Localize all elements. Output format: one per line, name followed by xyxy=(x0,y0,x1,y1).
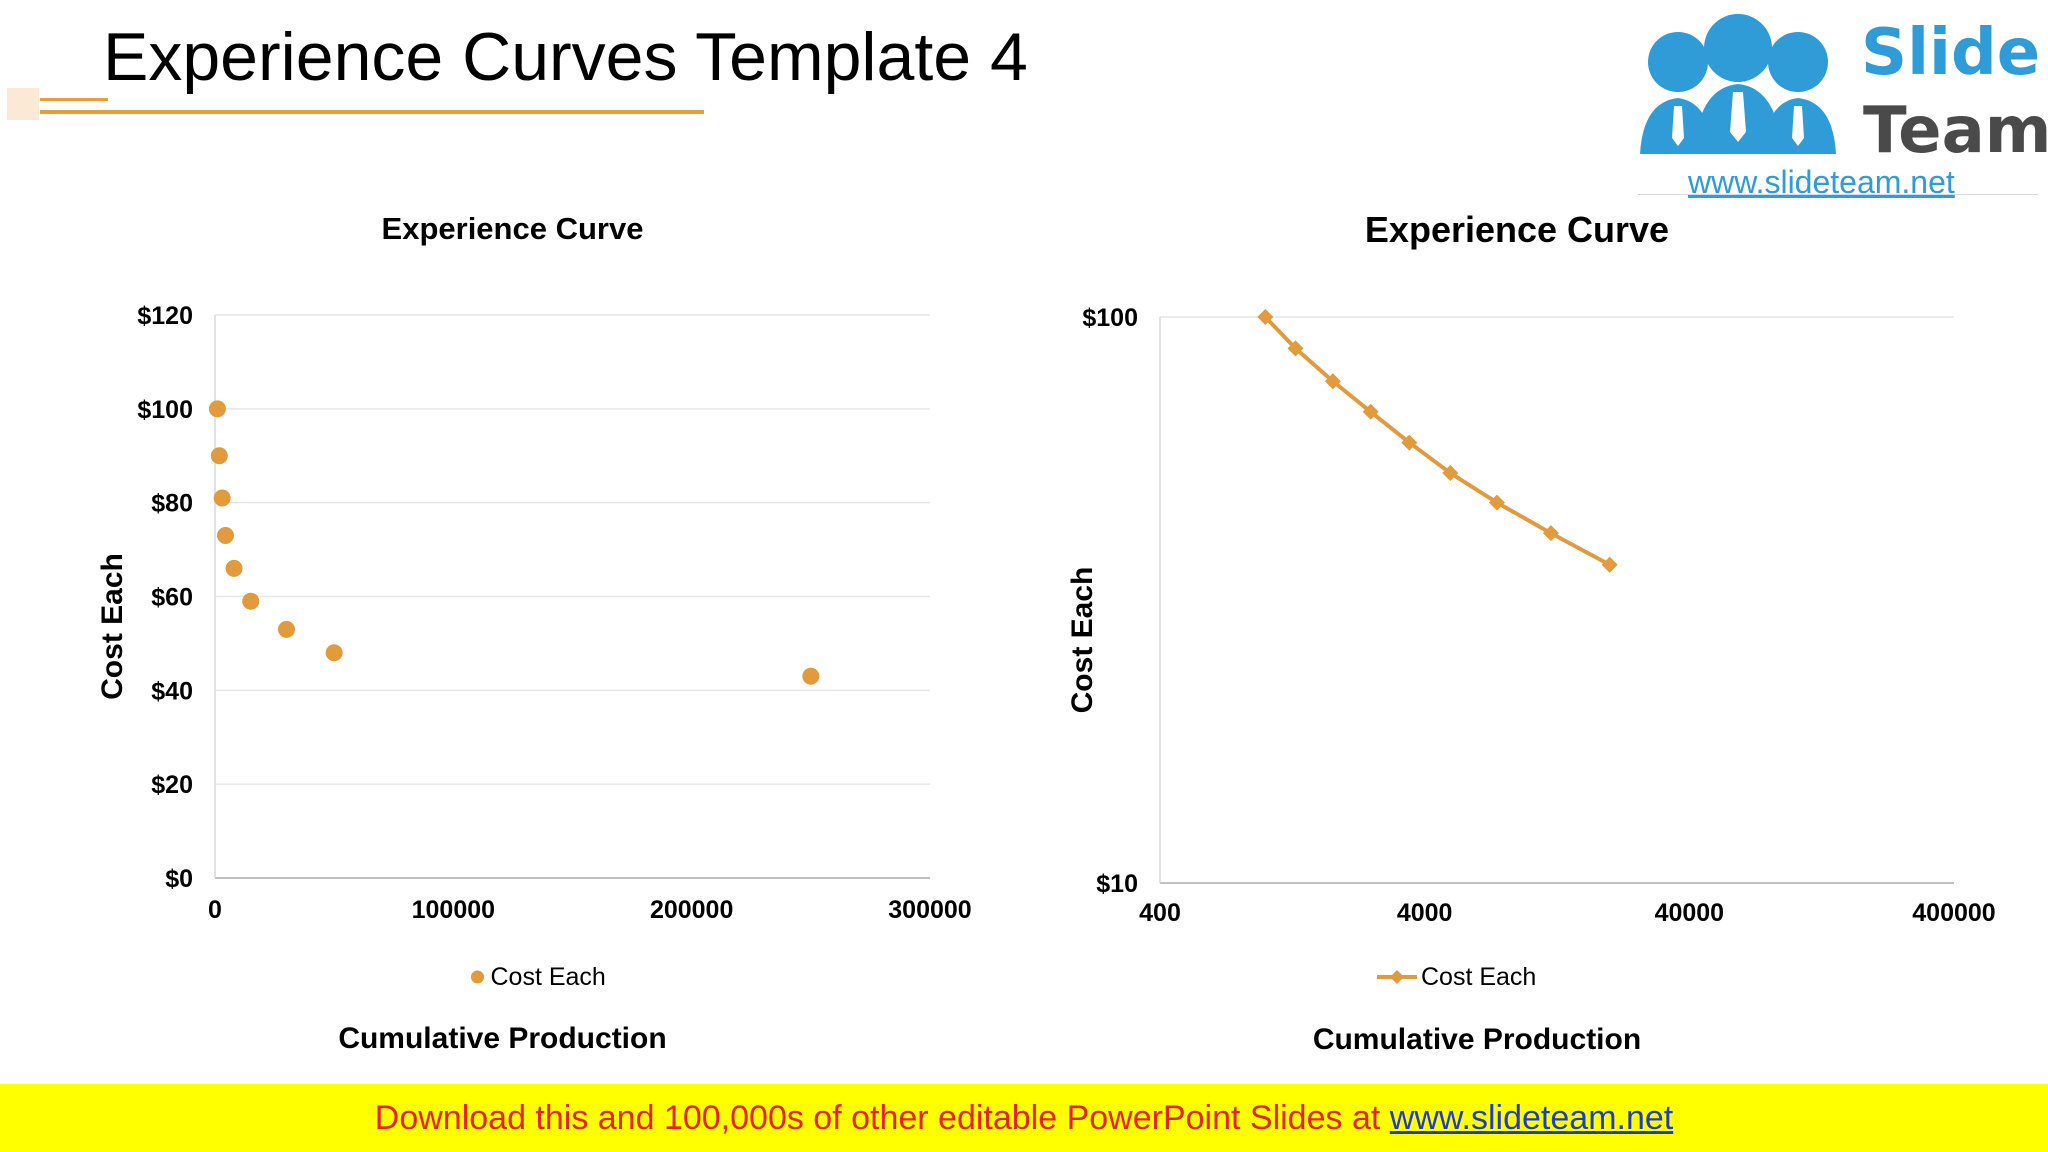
data-point-marker xyxy=(1257,309,1274,325)
y-tick-label: $20 xyxy=(151,771,193,799)
data-point xyxy=(802,667,820,685)
data-point-marker xyxy=(1362,403,1379,420)
title-accent-square xyxy=(7,88,39,120)
legend-marker-swatch xyxy=(1390,970,1404,984)
scatter-chart-panel: Experience Curve $0 $20 $40 $60 $80 $100 $120 0 1… xyxy=(80,195,1070,1085)
x-tick-label: 300000 xyxy=(888,896,971,924)
y-tick-label: $0 xyxy=(165,865,193,893)
x-tick-label: 400000 xyxy=(1912,899,1995,927)
y-tick-label: $80 xyxy=(151,490,193,518)
slideteam-logo: Slide Team www.slideteam.net xyxy=(1638,6,2048,200)
data-point-marker xyxy=(1442,465,1459,482)
x-tick-label: 100000 xyxy=(412,896,495,924)
x-axis-label: Cumulative Production xyxy=(338,1022,666,1055)
logo-word-slide: Slide xyxy=(1861,16,2041,90)
title-underline xyxy=(40,110,704,114)
y-tick-label: $40 xyxy=(151,677,193,705)
log-line-chart: Experience Curve $10 $100 400 4000 40000 40000… xyxy=(1066,209,1996,1056)
line-chart-panel: Experience Curve $10 $100 400 4000 40000 40000… xyxy=(1040,195,2030,1085)
data-point xyxy=(213,489,231,507)
y-axis-label: Cost Each xyxy=(96,553,129,700)
footer-link[interactable]: www.slideteam.net xyxy=(1389,1099,1674,1137)
legend-marker-swatch xyxy=(471,970,484,984)
y-tick-label: $60 xyxy=(151,584,193,612)
data-point xyxy=(325,644,343,662)
y-tick-label: $100 xyxy=(1082,304,1138,332)
slide-title: Experience Curves Template 4 xyxy=(103,19,1028,95)
people-icon xyxy=(1640,14,1836,154)
data-point xyxy=(210,447,228,465)
x-tick-label: 400 xyxy=(1139,899,1181,927)
title-accent-rule-short xyxy=(40,98,108,101)
data-point xyxy=(225,559,243,577)
y-tick-label: $10 xyxy=(1096,870,1138,898)
x-tick-label: 40000 xyxy=(1655,899,1725,927)
data-point xyxy=(216,527,234,545)
legend-label: Cost Each xyxy=(1421,963,1536,991)
x-axis-label: Cumulative Production xyxy=(1313,1023,1641,1056)
logo-word-team: Team xyxy=(1863,94,2048,168)
chart-title: Experience Curve xyxy=(1365,209,1669,250)
chart-title: Experience Curve xyxy=(382,211,644,246)
data-point-marker xyxy=(1601,556,1618,573)
data-point xyxy=(208,400,226,418)
footer-banner: Download this and 100,000s of other edit… xyxy=(0,1084,2048,1152)
data-point xyxy=(278,620,295,638)
data-point-marker xyxy=(1401,434,1418,451)
footer-text: Download this and 100,000s of other edit… xyxy=(374,1099,1381,1137)
data-point-marker xyxy=(1324,373,1341,390)
data-point-marker xyxy=(1287,340,1304,357)
x-tick-label: 4000 xyxy=(1397,899,1453,927)
logo-divider xyxy=(1638,194,2038,195)
series-line xyxy=(1263,315,1611,567)
y-axis-label: Cost Each xyxy=(1066,567,1099,714)
x-tick-label: 200000 xyxy=(650,896,733,924)
y-tick-label: $100 xyxy=(137,396,193,424)
x-tick-label: 0 xyxy=(208,896,222,924)
scatter-chart: Experience Curve $0 $20 $40 $60 $80 $100 $120 0 1… xyxy=(96,211,972,1055)
legend-label: Cost Each xyxy=(491,963,606,991)
data-point xyxy=(242,592,260,610)
y-tick-label: $120 xyxy=(137,302,193,330)
data-point-marker xyxy=(1542,525,1559,542)
data-point-marker xyxy=(1488,494,1505,511)
